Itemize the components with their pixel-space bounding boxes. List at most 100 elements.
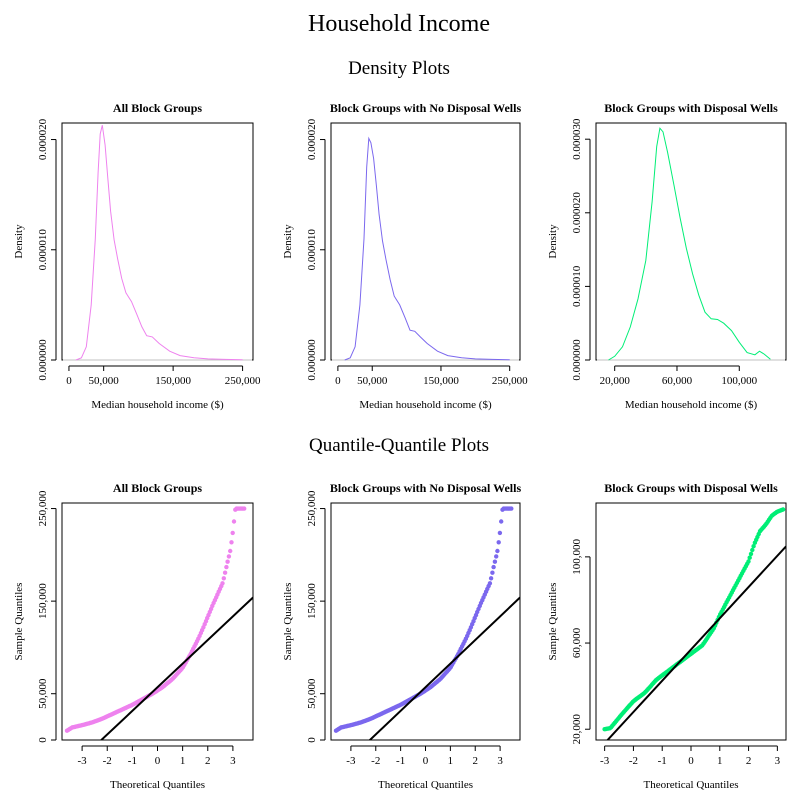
x-tick-label: 0 xyxy=(66,375,72,387)
x-tick-label: 0 xyxy=(155,755,161,767)
qq-point xyxy=(496,540,501,545)
x-tick-label: -1 xyxy=(128,755,137,767)
y-tick-label: 0.000000 xyxy=(306,339,318,381)
y-tick-label: 0.000010 xyxy=(37,229,49,271)
density-panel-all: All Block Groups 0 50,000 150,000 250,000Med… xyxy=(13,101,261,411)
y-tick-label: 150,000 xyxy=(306,583,318,619)
x-tick-label: 20,000 xyxy=(600,375,631,387)
x-tick-label: 1 xyxy=(717,755,723,767)
x-axis-label: Median household income ($) xyxy=(625,399,758,411)
y-tick-label: 0 xyxy=(37,737,49,743)
x-axis-label: Theoretical Quantiles xyxy=(378,779,473,791)
y-tick-label: 50,000 xyxy=(37,678,49,709)
panel-title: Block Groups with No Disposal Wells xyxy=(330,101,522,115)
figure-title: Household Income xyxy=(308,11,490,37)
qq-point xyxy=(751,544,756,549)
plot-frame xyxy=(595,122,787,361)
y-tick-label: 0.000010 xyxy=(571,265,583,307)
x-tick-label: 2 xyxy=(746,755,752,767)
qq-section-title: Quantile-Quantile Plots xyxy=(309,435,489,456)
x-axis-label: Theoretical Quantiles xyxy=(644,779,739,791)
qq-point xyxy=(750,547,755,553)
qq-panel-all: All Block Groups -3 -2 -1 0 1 2 3 Theoretical Qu… xyxy=(13,481,254,791)
y-axis-label: Density xyxy=(282,224,294,259)
plot-frame xyxy=(330,122,521,361)
x-axis: -3 -2 -1 0 1 2 3 xyxy=(78,745,236,767)
qq-reference-line xyxy=(368,596,520,740)
x-axis-label: Median household income ($) xyxy=(91,399,224,411)
x-tick-label: 0 xyxy=(423,755,429,767)
y-axis-label: Density xyxy=(547,224,559,259)
y-tick-label: 100,000 xyxy=(571,538,583,574)
y-axis-label: Density xyxy=(13,224,25,259)
x-tick-label: 0 xyxy=(688,755,694,767)
x-tick-label: 3 xyxy=(775,755,781,767)
y-tick-label: 250,000 xyxy=(37,490,49,526)
qq-point xyxy=(242,506,247,511)
density-curve xyxy=(75,125,243,361)
qq-point xyxy=(226,554,232,559)
x-tick-label: 3 xyxy=(230,755,236,767)
qq-point xyxy=(780,507,786,512)
x-tick-label: -1 xyxy=(396,755,405,767)
y-axis: 20,000 60,000 100,000 xyxy=(571,538,591,744)
qq-point xyxy=(490,570,495,575)
qq-point xyxy=(228,548,233,554)
x-axis: 20,000 60,000 100,000 xyxy=(600,365,758,387)
y-axis-label: Sample Quantiles xyxy=(13,583,25,661)
qq-point xyxy=(746,559,751,564)
x-tick-label: 2 xyxy=(205,755,211,767)
y-axis: 0 50,000 150,000 250,000 xyxy=(37,490,57,743)
x-tick-label: -1 xyxy=(658,755,667,767)
x-tick-label: 100,000 xyxy=(721,375,757,387)
x-tick-label: 50,000 xyxy=(357,375,388,387)
x-tick-label: 50,000 xyxy=(89,375,120,387)
qq-point xyxy=(509,506,514,511)
x-tick-label: 1 xyxy=(448,755,454,767)
qq-point xyxy=(497,530,503,536)
y-tick-label: 0.000010 xyxy=(306,229,318,271)
qq-point xyxy=(491,564,496,570)
x-tick-label: 250,000 xyxy=(492,375,528,387)
panel-title: Block Groups with Disposal Wells xyxy=(604,101,778,115)
qq-point xyxy=(222,570,228,575)
panel-title: All Block Groups xyxy=(113,481,202,495)
x-axis: 0 50,000 150,000 250,000 xyxy=(335,365,528,387)
y-tick-label: 50,000 xyxy=(306,678,318,709)
qq-point xyxy=(231,519,237,524)
qq-point xyxy=(229,540,234,545)
qq-point xyxy=(748,551,754,557)
qq-reference-line xyxy=(99,596,253,740)
x-axis-label: Theoretical Quantiles xyxy=(110,779,205,791)
density-section-title: Density Plots xyxy=(348,58,450,79)
y-tick-label: 0.000020 xyxy=(571,192,583,234)
x-tick-label: 150,000 xyxy=(155,375,191,387)
x-tick-label: -3 xyxy=(78,755,88,767)
qq-point xyxy=(220,581,225,586)
density-curve xyxy=(344,136,510,361)
plot-frame xyxy=(61,122,254,361)
panel-title: All Block Groups xyxy=(113,101,202,115)
y-tick-label: 0 xyxy=(306,737,318,743)
qq-point xyxy=(221,576,226,581)
qq-panel-no-wells: Block Groups with No Disposal Wells-3 -2-… xyxy=(282,481,521,791)
y-tick-label: 250,000 xyxy=(306,490,318,526)
density-panel-no-wells: Block Groups with No Disposal Wells 0 50,0… xyxy=(282,101,528,411)
qq-points xyxy=(333,506,514,733)
qq-point xyxy=(488,576,494,581)
x-tick-label: 150,000 xyxy=(423,375,459,387)
panel-title: Block Groups with No Disposal Wells xyxy=(330,481,522,495)
qq-point xyxy=(224,564,229,570)
qq-point xyxy=(225,559,230,564)
y-tick-label: 0.000020 xyxy=(306,118,318,160)
qq-panel-wells: Block Groups with Disposal Wells -3 -2 -1 0 1… xyxy=(547,481,787,791)
plot-frame xyxy=(330,502,521,741)
qq-point xyxy=(494,554,499,559)
x-axis: -3 -2 -1 0 1 2 3 xyxy=(600,745,781,767)
x-axis-label: Median household income ($) xyxy=(359,399,492,411)
qq-points xyxy=(64,506,247,733)
y-tick-label: 0.000000 xyxy=(571,339,583,381)
y-tick-label: 0.000020 xyxy=(37,118,49,160)
